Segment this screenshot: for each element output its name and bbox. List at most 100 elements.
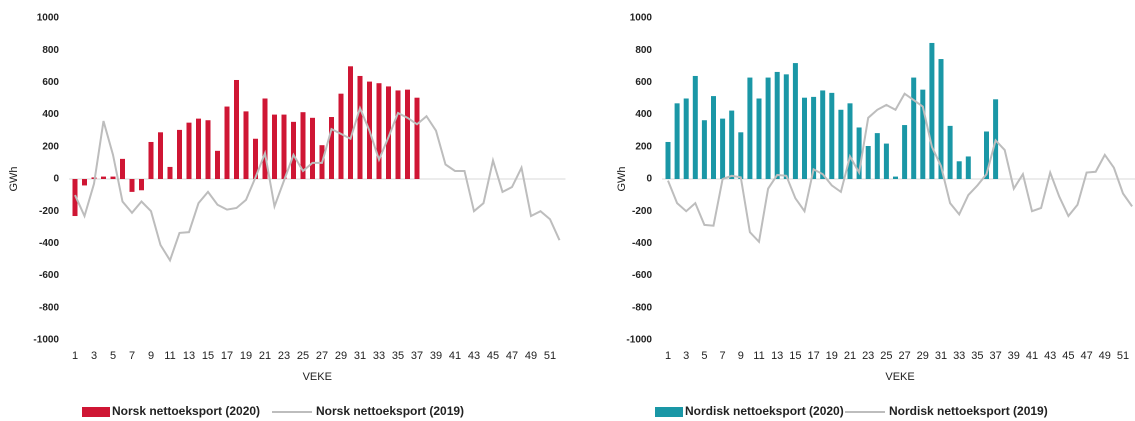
bar [802, 97, 807, 179]
bar [414, 97, 420, 179]
bar [792, 63, 798, 179]
x-tick-label: 21 [259, 350, 271, 362]
y-tick-label: 600 [635, 77, 652, 88]
bar [747, 77, 753, 179]
x-tick-label: 41 [1026, 350, 1038, 362]
legend-label: Nordisk nettoeksport (2019) [889, 404, 1048, 418]
x-tick-label: 33 [953, 350, 965, 362]
y-tick-label: -200 [632, 206, 652, 217]
x-tick-label: 49 [525, 350, 537, 362]
x-tick-label: 45 [1062, 350, 1074, 362]
x-tick-label: 27 [898, 350, 910, 362]
y-tick-label: -1000 [626, 335, 652, 346]
line [667, 92, 1133, 244]
x-tick-label: 13 [183, 350, 195, 362]
bar [838, 109, 844, 179]
x-tick-label: 5 [701, 350, 707, 362]
x-tick-label: 7 [129, 350, 135, 362]
bar [902, 125, 908, 179]
x-tick-label: 37 [411, 350, 423, 362]
bar [405, 89, 410, 179]
bar [110, 176, 116, 179]
x-tick-label: 15 [202, 350, 214, 362]
x-tick-label: 3 [91, 350, 97, 362]
y-tick-label: 200 [635, 141, 652, 152]
y-tick-label: -800 [632, 302, 652, 313]
y-tick-label: -1000 [33, 335, 59, 346]
bar [865, 145, 871, 179]
x-tick-label: 39 [430, 350, 442, 362]
x-tick-label: 47 [506, 350, 518, 362]
y-tick-label: 1000 [630, 13, 653, 24]
legend-swatch [82, 407, 110, 417]
bar [205, 120, 211, 179]
x-tick-label: 17 [221, 350, 233, 362]
bar [395, 90, 401, 179]
bar [847, 103, 853, 179]
y-tick-label: 0 [646, 174, 652, 185]
bar [386, 86, 391, 179]
legend-label: Norsk nettoeksport (2019) [316, 404, 464, 418]
bar [683, 98, 689, 179]
bar [281, 114, 287, 179]
y-tick-label: 0 [53, 174, 59, 185]
bar [856, 127, 862, 179]
bar [272, 114, 277, 179]
bar [984, 131, 989, 179]
bar [158, 132, 163, 179]
y-tick-label: 800 [42, 45, 59, 56]
x-tick-label: 45 [487, 350, 499, 362]
y-tick-label: -400 [632, 238, 652, 249]
x-tick-label: 11 [164, 350, 175, 362]
bar [186, 122, 192, 179]
x-tick-label: 15 [789, 350, 801, 362]
x-tick-label: 7 [720, 350, 726, 362]
x-axis-label: VEKE [885, 371, 914, 383]
x-tick-label: 35 [392, 350, 404, 362]
bar [338, 93, 344, 179]
y-tick-label: 600 [42, 77, 59, 88]
bar [883, 143, 889, 179]
y-tick-label: -600 [632, 270, 652, 281]
bar [947, 125, 953, 179]
x-tick-label: 5 [110, 350, 116, 362]
x-tick-label: 43 [1044, 350, 1056, 362]
x-tick-label: 51 [544, 350, 556, 362]
y-axis-label: GWh [8, 166, 20, 191]
legend-swatch [655, 407, 683, 417]
bar [811, 96, 817, 179]
bar [674, 103, 680, 179]
bar [893, 176, 898, 179]
bar [738, 132, 744, 179]
x-tick-label: 9 [148, 350, 154, 362]
bar [167, 166, 173, 179]
x-tick-label: 3 [683, 350, 689, 362]
bar [224, 106, 230, 179]
bar [139, 179, 144, 191]
x-tick-label: 25 [880, 350, 892, 362]
x-tick-label: 11 [753, 350, 764, 362]
y-tick-label: -800 [39, 302, 59, 313]
y-tick-label: 1000 [37, 13, 60, 24]
bar [756, 98, 762, 179]
x-tick-label: 23 [862, 350, 874, 362]
x-tick-label: 31 [935, 350, 947, 362]
x-tick-label: 25 [297, 350, 309, 362]
bar [300, 112, 306, 179]
x-tick-label: 23 [278, 350, 290, 362]
bar [692, 75, 698, 179]
bar [82, 179, 87, 186]
bar [920, 89, 926, 179]
bar [774, 71, 780, 179]
bar [357, 75, 363, 179]
y-axis-label: GWh [616, 166, 628, 191]
x-tick-label: 31 [354, 350, 366, 362]
x-axis-label: VEKE [303, 371, 332, 383]
bar [253, 138, 258, 179]
bar [243, 111, 249, 179]
bar [829, 92, 835, 179]
y-tick-label: 400 [42, 109, 59, 120]
legend-label: Nordisk nettoeksport (2020) [685, 404, 844, 418]
x-tick-label: 51 [1117, 350, 1129, 362]
x-tick-label: 47 [1080, 350, 1092, 362]
